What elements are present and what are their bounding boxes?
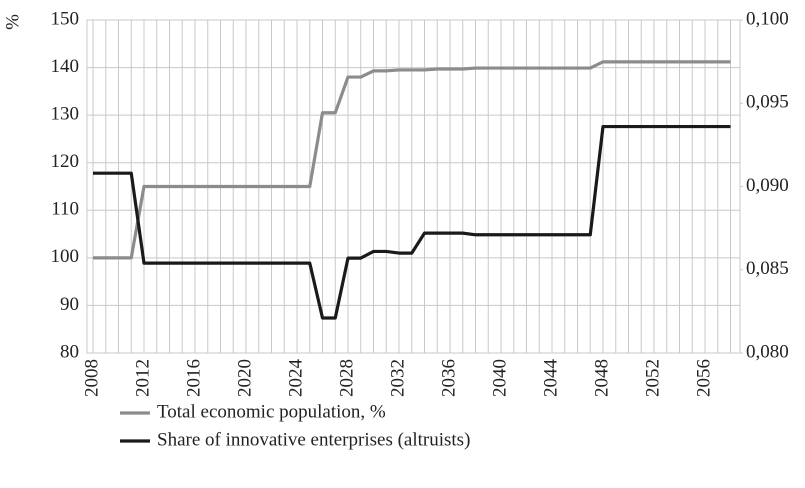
x-tick-label: 2012	[132, 359, 153, 397]
y-tick-label: 120	[51, 151, 80, 172]
x-tick-label: 2036	[438, 359, 459, 397]
y2-tick-label: 0,085	[746, 258, 789, 279]
series-line	[93, 60, 731, 260]
y2-tick-label: 0,080	[746, 341, 789, 362]
y-tick-label: 100	[51, 246, 80, 267]
x-tick-label: 2048	[591, 359, 612, 397]
y2-tick-label: 0,095	[746, 92, 789, 113]
y-tick-label: 90	[60, 294, 79, 315]
y-axis-label: %	[2, 14, 23, 30]
series-line	[93, 124, 731, 320]
x-tick-label: 2008	[81, 359, 102, 397]
y-tick-label: 130	[51, 104, 80, 125]
y-tick-label: 140	[51, 56, 80, 77]
x-tick-label: 2016	[183, 359, 204, 397]
x-tick-label: 2056	[693, 359, 714, 397]
x-tick-label: 2032	[387, 359, 408, 397]
y-tick-label: 110	[51, 199, 79, 220]
legend-label: Total economic population, %	[157, 401, 386, 422]
y2-tick-label: 0,100	[746, 8, 789, 29]
y2-tick-label: 0,090	[746, 175, 789, 196]
x-tick-label: 2040	[489, 359, 510, 397]
x-tick-label: 2028	[336, 359, 357, 397]
y-tick-label: 150	[51, 8, 80, 29]
legend-label: Share of innovative enterprises (altruis…	[157, 429, 470, 450]
y-tick-label: 80	[60, 341, 79, 362]
x-tick-label: 2052	[642, 359, 663, 397]
x-tick-label: 2020	[234, 359, 255, 397]
x-tick-label: 2044	[540, 359, 561, 398]
x-tick-label: 2024	[285, 359, 306, 398]
